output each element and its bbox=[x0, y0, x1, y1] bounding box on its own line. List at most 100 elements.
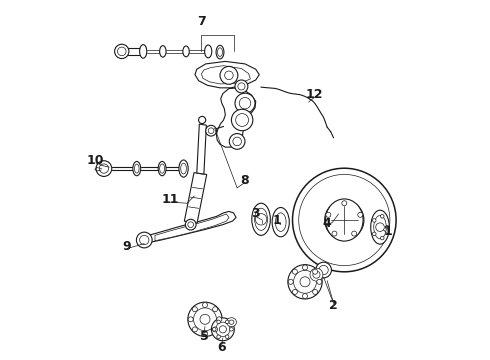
Circle shape bbox=[332, 231, 337, 236]
Text: 12: 12 bbox=[306, 88, 323, 101]
Circle shape bbox=[352, 231, 357, 236]
Circle shape bbox=[302, 265, 308, 270]
Circle shape bbox=[193, 307, 197, 312]
Circle shape bbox=[293, 269, 297, 274]
Ellipse shape bbox=[181, 163, 186, 174]
Circle shape bbox=[202, 302, 207, 307]
Text: 4: 4 bbox=[323, 217, 332, 230]
Circle shape bbox=[376, 223, 384, 231]
Ellipse shape bbox=[229, 320, 234, 324]
Text: 8: 8 bbox=[241, 174, 249, 186]
Circle shape bbox=[136, 232, 152, 248]
Circle shape bbox=[386, 225, 389, 229]
Circle shape bbox=[300, 277, 310, 287]
Circle shape bbox=[330, 206, 359, 234]
Circle shape bbox=[208, 128, 214, 134]
Ellipse shape bbox=[140, 45, 147, 58]
Circle shape bbox=[235, 93, 255, 113]
Circle shape bbox=[231, 109, 253, 131]
Circle shape bbox=[230, 328, 233, 331]
Circle shape bbox=[288, 265, 322, 299]
Ellipse shape bbox=[134, 164, 139, 173]
Ellipse shape bbox=[179, 160, 188, 177]
Circle shape bbox=[115, 44, 129, 59]
Circle shape bbox=[316, 262, 331, 278]
Text: 10: 10 bbox=[87, 154, 104, 167]
Ellipse shape bbox=[252, 203, 270, 235]
Text: 1: 1 bbox=[273, 213, 282, 226]
Circle shape bbox=[213, 328, 216, 331]
Ellipse shape bbox=[205, 45, 212, 58]
Ellipse shape bbox=[325, 199, 363, 241]
Ellipse shape bbox=[255, 208, 268, 230]
Circle shape bbox=[96, 161, 112, 176]
Circle shape bbox=[380, 215, 384, 218]
Ellipse shape bbox=[371, 210, 390, 244]
Circle shape bbox=[220, 326, 226, 333]
Ellipse shape bbox=[272, 207, 289, 237]
Text: 11: 11 bbox=[161, 193, 179, 206]
Circle shape bbox=[288, 279, 293, 284]
Circle shape bbox=[194, 308, 217, 331]
Circle shape bbox=[216, 322, 230, 337]
Circle shape bbox=[342, 201, 347, 206]
Ellipse shape bbox=[160, 46, 166, 57]
Circle shape bbox=[235, 80, 248, 93]
Circle shape bbox=[293, 168, 396, 272]
Circle shape bbox=[239, 98, 251, 109]
Circle shape bbox=[358, 212, 363, 217]
Circle shape bbox=[185, 219, 196, 230]
Circle shape bbox=[317, 279, 322, 284]
Polygon shape bbox=[201, 66, 250, 84]
Ellipse shape bbox=[216, 45, 224, 59]
Text: 3: 3 bbox=[251, 207, 260, 220]
Circle shape bbox=[313, 271, 320, 278]
Text: 6: 6 bbox=[218, 341, 226, 354]
Circle shape bbox=[319, 265, 328, 275]
Circle shape bbox=[188, 317, 193, 322]
Polygon shape bbox=[144, 211, 236, 244]
Ellipse shape bbox=[226, 318, 237, 327]
Circle shape bbox=[188, 222, 194, 228]
Polygon shape bbox=[217, 88, 256, 147]
Ellipse shape bbox=[183, 46, 189, 57]
Text: 9: 9 bbox=[123, 240, 131, 253]
Circle shape bbox=[229, 134, 245, 149]
Circle shape bbox=[294, 270, 317, 293]
Circle shape bbox=[200, 314, 210, 324]
Ellipse shape bbox=[374, 216, 386, 239]
Circle shape bbox=[217, 320, 221, 324]
Polygon shape bbox=[155, 214, 229, 241]
Polygon shape bbox=[197, 124, 206, 174]
Circle shape bbox=[238, 83, 245, 90]
Text: 2: 2 bbox=[329, 299, 338, 312]
Circle shape bbox=[313, 269, 318, 274]
Text: 5: 5 bbox=[199, 330, 208, 343]
Circle shape bbox=[310, 268, 323, 281]
Circle shape bbox=[225, 335, 229, 338]
Ellipse shape bbox=[218, 48, 222, 57]
Circle shape bbox=[213, 307, 218, 312]
Circle shape bbox=[380, 236, 384, 240]
Circle shape bbox=[224, 71, 233, 80]
Circle shape bbox=[99, 164, 109, 173]
Circle shape bbox=[302, 294, 308, 298]
Circle shape bbox=[225, 320, 229, 324]
Circle shape bbox=[211, 318, 234, 341]
Circle shape bbox=[193, 327, 197, 332]
Circle shape bbox=[335, 211, 353, 229]
Circle shape bbox=[217, 335, 221, 338]
Ellipse shape bbox=[133, 161, 141, 176]
Circle shape bbox=[299, 175, 390, 266]
Polygon shape bbox=[184, 173, 207, 223]
Polygon shape bbox=[195, 62, 259, 88]
Text: 7: 7 bbox=[197, 14, 206, 27]
Circle shape bbox=[220, 66, 238, 84]
Circle shape bbox=[293, 289, 297, 294]
Circle shape bbox=[372, 232, 376, 236]
Circle shape bbox=[217, 317, 222, 322]
Ellipse shape bbox=[158, 161, 166, 176]
Circle shape bbox=[118, 47, 126, 56]
Circle shape bbox=[326, 212, 331, 217]
Circle shape bbox=[188, 302, 222, 337]
